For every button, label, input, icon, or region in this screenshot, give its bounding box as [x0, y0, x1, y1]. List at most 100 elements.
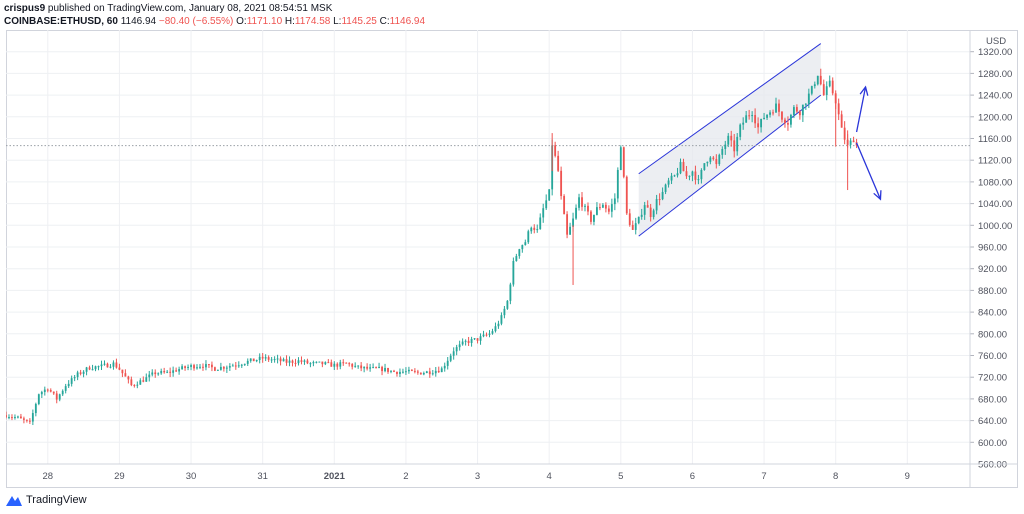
candle-down [563, 196, 566, 215]
candle-up [157, 373, 160, 375]
chart-border [6, 30, 1018, 488]
tradingview-brand: TradingView [26, 494, 87, 506]
candle-up [494, 326, 497, 332]
candle-up [825, 86, 828, 95]
candle-up [742, 122, 745, 125]
candle-up [461, 341, 464, 345]
last-price: 1146.94 [120, 16, 157, 27]
chart-area[interactable]: 560.00 600.00 640.00 680.00 720.00 760.00 800.… [6, 30, 1018, 488]
candle-down [733, 140, 736, 152]
candle-up [449, 355, 452, 361]
candle-down [604, 204, 607, 209]
candle-up [739, 124, 742, 137]
candle-up [112, 362, 115, 367]
candle-down [163, 371, 166, 373]
candle-up [255, 359, 258, 362]
candle-up [315, 361, 318, 363]
candle-up [440, 368, 443, 373]
candle-up [249, 358, 252, 361]
candle-down [175, 370, 178, 372]
candle-up [530, 227, 533, 232]
candle-up [237, 365, 240, 367]
candle-down [712, 157, 715, 160]
candle-up [676, 173, 679, 176]
price-chart[interactable]: 560.00 600.00 640.00 680.00 720.00 760.00 800.… [6, 30, 1018, 488]
y-tick-label: 1160.00 [978, 134, 1012, 145]
candle-up [318, 361, 321, 363]
candle-down [202, 366, 204, 368]
candle-up [524, 242, 527, 246]
candle-down [127, 376, 130, 380]
candle-down [208, 364, 210, 366]
candle-up [790, 114, 792, 125]
candle-up [500, 315, 503, 324]
candle-up [91, 369, 94, 371]
y-tick-label: 720.00 [978, 373, 1007, 384]
candle-up [610, 204, 613, 212]
candle-up [709, 157, 712, 162]
candle-up [488, 333, 491, 335]
candle-down [557, 155, 560, 171]
candle-up [816, 75, 819, 85]
candle-down [106, 363, 109, 368]
candle-down [622, 147, 625, 177]
candle-up [17, 416, 19, 418]
candle-down [581, 197, 583, 207]
candle-up [667, 180, 670, 185]
candle-up [148, 374, 151, 378]
candle-down [351, 364, 354, 367]
candle-up [205, 364, 207, 368]
candle-down [649, 207, 652, 218]
high-label: H: [284, 16, 295, 27]
candle-down [587, 205, 589, 212]
candle-down [124, 373, 127, 377]
candle-up [67, 383, 70, 387]
candle-up [652, 210, 655, 218]
candle-up [363, 366, 366, 369]
candle-down [554, 145, 557, 156]
candle-up [655, 199, 658, 211]
publisher-username[interactable]: crispus9 [4, 3, 46, 14]
candle-down [748, 115, 751, 117]
candle-up [187, 366, 189, 368]
candle-up [40, 391, 43, 395]
candle-up [616, 169, 619, 199]
candle-down [798, 111, 801, 116]
candle-down [142, 380, 145, 382]
candle-down [169, 371, 172, 373]
y-tick-label: 840.00 [978, 308, 1007, 319]
candle-up [575, 207, 577, 219]
candle-down [261, 356, 264, 359]
y-tick-label: 800.00 [978, 329, 1007, 340]
candle-up [804, 103, 807, 105]
candle-up [518, 249, 521, 257]
candle-up [109, 366, 112, 368]
tradingview-logo[interactable]: TradingView [6, 494, 87, 506]
candle-up [810, 86, 813, 94]
candle-down [342, 362, 345, 364]
candle-down [781, 111, 783, 120]
candle-down [294, 362, 297, 364]
candle-up [670, 175, 673, 181]
candle-up [199, 366, 201, 368]
candle-up [434, 370, 437, 374]
candle-down [336, 363, 339, 367]
candle-up [219, 366, 222, 370]
y-tick-label: 960.00 [978, 243, 1007, 254]
projection-arrow-down [855, 142, 882, 200]
candle-down [607, 208, 610, 212]
candle-up [384, 367, 386, 372]
candle-up [425, 371, 428, 374]
symbol-name[interactable]: COINBASE:ETHUSD, 60 [4, 16, 118, 27]
close-label: C: [379, 16, 390, 27]
x-tick-label: 6 [690, 471, 695, 482]
candle-up [706, 161, 709, 164]
y-tick-label: 1240.00 [978, 91, 1012, 102]
candle-up [333, 363, 336, 367]
candle-up [14, 417, 16, 419]
candle-up [601, 204, 604, 208]
candle-down [852, 140, 855, 143]
candle-up [76, 372, 79, 378]
candle-up [64, 386, 67, 391]
candle-down [533, 227, 536, 230]
